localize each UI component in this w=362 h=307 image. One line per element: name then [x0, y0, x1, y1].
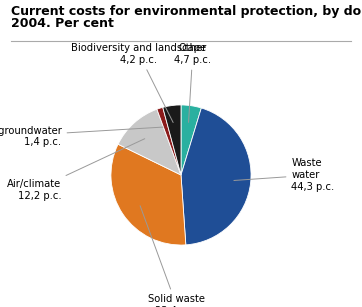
- Wedge shape: [111, 144, 186, 245]
- Text: Current costs for environmental protection, by domain.: Current costs for environmental protecti…: [11, 5, 362, 17]
- Text: Solid waste
33,4 p.c.: Solid waste 33,4 p.c.: [140, 206, 205, 307]
- Text: Soil and groundwater
1,4 p.c.: Soil and groundwater 1,4 p.c.: [0, 126, 163, 147]
- Text: Biodiversity and landscape
4,2 p.c.: Biodiversity and landscape 4,2 p.c.: [71, 43, 206, 122]
- Wedge shape: [163, 105, 181, 175]
- Wedge shape: [181, 105, 201, 175]
- Text: Waste
water
44,3 p.c.: Waste water 44,3 p.c.: [234, 158, 335, 192]
- Wedge shape: [118, 109, 181, 175]
- Text: Other
4,7 p.c.: Other 4,7 p.c.: [174, 43, 211, 122]
- Text: 2004. Per cent: 2004. Per cent: [11, 17, 114, 30]
- Wedge shape: [157, 107, 181, 175]
- Wedge shape: [181, 108, 251, 245]
- Text: Air/climate
12,2 p.c.: Air/climate 12,2 p.c.: [7, 139, 145, 201]
